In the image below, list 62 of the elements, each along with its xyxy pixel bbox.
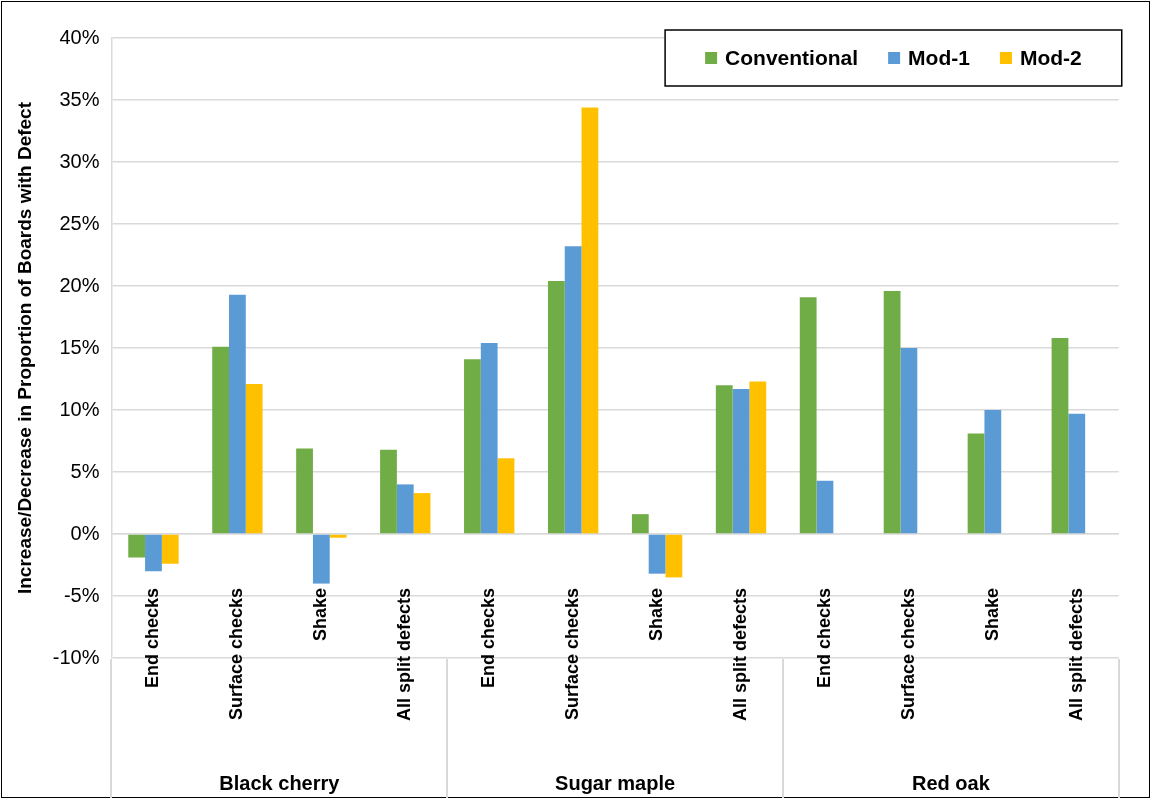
bar bbox=[1068, 413, 1086, 534]
bar bbox=[128, 534, 146, 558]
y-tick-label: 5% bbox=[70, 459, 100, 482]
y-tick-label: 25% bbox=[59, 211, 100, 234]
bar bbox=[245, 383, 263, 534]
bar bbox=[497, 458, 515, 534]
text: Sugar maple bbox=[555, 771, 676, 794]
y-tick-label: -5% bbox=[63, 583, 100, 606]
bar bbox=[799, 297, 817, 534]
bar bbox=[967, 433, 985, 534]
bar bbox=[665, 534, 683, 578]
x-tick-label: All split defects bbox=[394, 588, 415, 722]
bar bbox=[1051, 338, 1069, 534]
bar bbox=[883, 290, 901, 534]
y-tick-label: 10% bbox=[59, 397, 100, 420]
bar bbox=[296, 448, 313, 534]
x-tick-label: All split defects bbox=[729, 588, 750, 722]
bar bbox=[329, 534, 347, 538]
bar bbox=[380, 449, 397, 534]
legend-label: Mod-2 bbox=[1019, 45, 1082, 69]
bar bbox=[715, 385, 733, 534]
x-tick-label: End checks bbox=[478, 588, 499, 689]
bar bbox=[480, 343, 498, 534]
x-tick-label: Surface checks bbox=[562, 588, 583, 721]
bar bbox=[145, 534, 162, 572]
x-tick-label: Shake bbox=[646, 588, 667, 642]
bar bbox=[816, 480, 834, 534]
x-tick-label: End checks bbox=[813, 588, 834, 689]
bar bbox=[749, 381, 767, 534]
text: Black cherry bbox=[219, 771, 341, 794]
y-tick-label: 35% bbox=[59, 87, 100, 110]
y-tick-label: -10% bbox=[52, 645, 100, 668]
x-tick-label: Surface checks bbox=[897, 588, 918, 721]
bar bbox=[547, 281, 565, 534]
y-tick-label: 15% bbox=[59, 335, 100, 358]
x-tick-label: All split defects bbox=[1065, 588, 1086, 722]
bar bbox=[229, 294, 246, 534]
bar bbox=[648, 534, 666, 574]
legend-label: Mod-1 bbox=[908, 45, 971, 69]
x-tick-label: Surface checks bbox=[226, 588, 247, 721]
bar bbox=[413, 493, 431, 534]
bar bbox=[984, 410, 1002, 534]
y-tick-label: 0% bbox=[70, 521, 100, 544]
y-tick-label: 30% bbox=[59, 149, 100, 172]
x-tick-label: Shake bbox=[981, 588, 1002, 642]
y-axis-title: Increase/Decrease in Proportion of Boards with Defect bbox=[13, 101, 35, 595]
x-tick-label: Shake bbox=[310, 588, 331, 642]
text: Red oak bbox=[911, 771, 991, 794]
x-tick-label: End checks bbox=[142, 588, 163, 689]
bar bbox=[212, 346, 229, 534]
bar bbox=[631, 514, 649, 534]
bar bbox=[161, 534, 179, 564]
bar bbox=[312, 534, 330, 584]
bar bbox=[564, 246, 582, 534]
bar bbox=[581, 107, 599, 534]
bar bbox=[464, 359, 481, 534]
y-tick-label: 20% bbox=[59, 273, 100, 296]
bar bbox=[732, 388, 750, 534]
bar bbox=[900, 348, 918, 534]
bar bbox=[396, 484, 414, 534]
y-tick-label: 40% bbox=[59, 25, 100, 48]
legend-label: Conventional bbox=[725, 45, 859, 69]
